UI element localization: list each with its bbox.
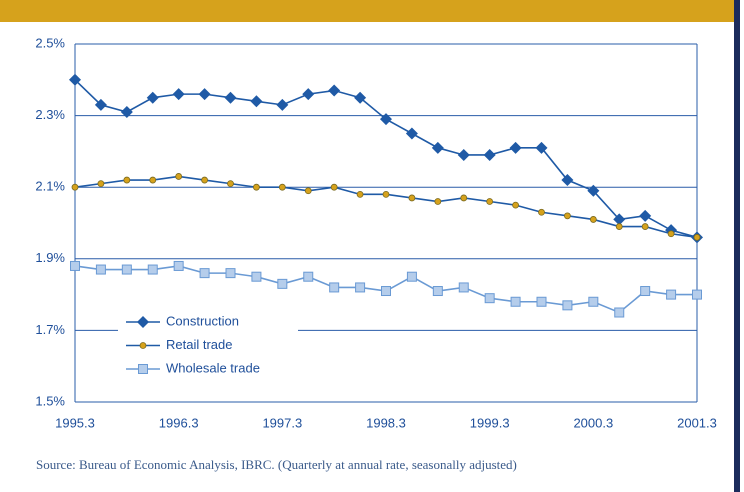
data-point [329, 282, 340, 293]
data-point [536, 296, 547, 307]
y-tick-label: 1.5% [35, 393, 65, 408]
data-point [382, 190, 390, 198]
data-point [199, 268, 210, 279]
data-point [123, 176, 131, 184]
data-point [330, 183, 338, 191]
data-point [201, 176, 208, 184]
data-point [355, 282, 366, 293]
x-tick-label: 1999.3 [470, 415, 510, 430]
data-point [253, 183, 260, 191]
y-tick-label: 2.1% [35, 179, 65, 194]
data-point [277, 278, 288, 289]
data-point [146, 91, 159, 104]
data-point [405, 127, 418, 140]
legend-marker [139, 342, 147, 349]
x-tick-label: 1997.3 [262, 415, 302, 430]
data-point [303, 271, 314, 282]
data-point [431, 141, 444, 154]
x-tick-label: 1998.3 [366, 415, 406, 430]
data-point [121, 264, 132, 275]
legend-marker [137, 316, 149, 328]
data-point [692, 289, 702, 300]
data-point [276, 98, 289, 111]
data-point [71, 183, 79, 191]
data-point [224, 91, 237, 104]
data-point [588, 296, 599, 307]
data-point [70, 260, 80, 271]
data-point [538, 208, 545, 216]
data-point [460, 194, 468, 202]
data-point [278, 183, 286, 191]
data-point [408, 194, 416, 202]
data-point [434, 198, 442, 205]
data-point [562, 300, 573, 311]
data-point [641, 223, 649, 230]
data-point [328, 84, 341, 97]
y-tick-label: 1.9% [35, 250, 65, 265]
legend-label: Retail trade [166, 337, 232, 352]
data-point [512, 201, 519, 209]
data-point [69, 73, 81, 86]
data-point [483, 148, 496, 161]
y-tick-label: 1.7% [35, 322, 65, 337]
data-point [667, 230, 675, 238]
data-point [486, 198, 494, 205]
data-point [614, 307, 625, 318]
data-point [613, 213, 626, 226]
data-point [149, 176, 157, 184]
series-line [74, 79, 698, 239]
data-point [639, 209, 652, 222]
data-point [510, 296, 521, 307]
data-point [227, 180, 234, 188]
series-line [74, 175, 698, 239]
data-point [587, 184, 600, 197]
data-point [406, 271, 417, 282]
y-tick-label: 2.5% [35, 35, 65, 50]
data-point [97, 180, 105, 188]
data-point [302, 88, 315, 101]
data-point [589, 216, 597, 223]
data-point [564, 212, 571, 220]
data-point [94, 98, 107, 111]
legend-label: Wholesale trade [166, 360, 260, 375]
data-point [640, 286, 651, 297]
data-point [380, 113, 392, 126]
x-tick-label: 1995.3 [55, 415, 95, 430]
data-point [381, 286, 391, 297]
side-bar [734, 0, 740, 492]
data-point [615, 223, 623, 230]
data-point [484, 293, 495, 304]
data-point [666, 289, 677, 300]
y-tick-label: 2.3% [35, 107, 65, 122]
data-point [147, 264, 158, 275]
data-point [175, 173, 183, 180]
legend-label: Construction [166, 313, 239, 328]
data-point [172, 88, 185, 101]
legend-marker [138, 364, 148, 374]
data-point [225, 268, 236, 279]
data-point [509, 141, 522, 154]
x-tick-label: 2000.3 [573, 415, 613, 430]
data-point [120, 106, 133, 119]
data-point [173, 260, 184, 271]
data-point [304, 187, 312, 195]
data-point [354, 91, 367, 104]
x-tick-label: 1996.3 [159, 415, 199, 430]
data-point [457, 148, 470, 161]
x-tick-label: 2001.3 [677, 415, 717, 430]
data-point [432, 286, 443, 297]
data-point [198, 88, 211, 101]
data-point [250, 95, 263, 108]
header-bar [0, 0, 734, 22]
data-point [535, 141, 548, 154]
data-point [693, 233, 701, 241]
data-point [95, 264, 106, 275]
data-point [356, 190, 364, 198]
data-point [458, 282, 469, 293]
source-note: Source: Bureau of Economic Analysis, IBR… [36, 457, 517, 472]
data-point [251, 271, 262, 282]
data-point [561, 174, 574, 187]
